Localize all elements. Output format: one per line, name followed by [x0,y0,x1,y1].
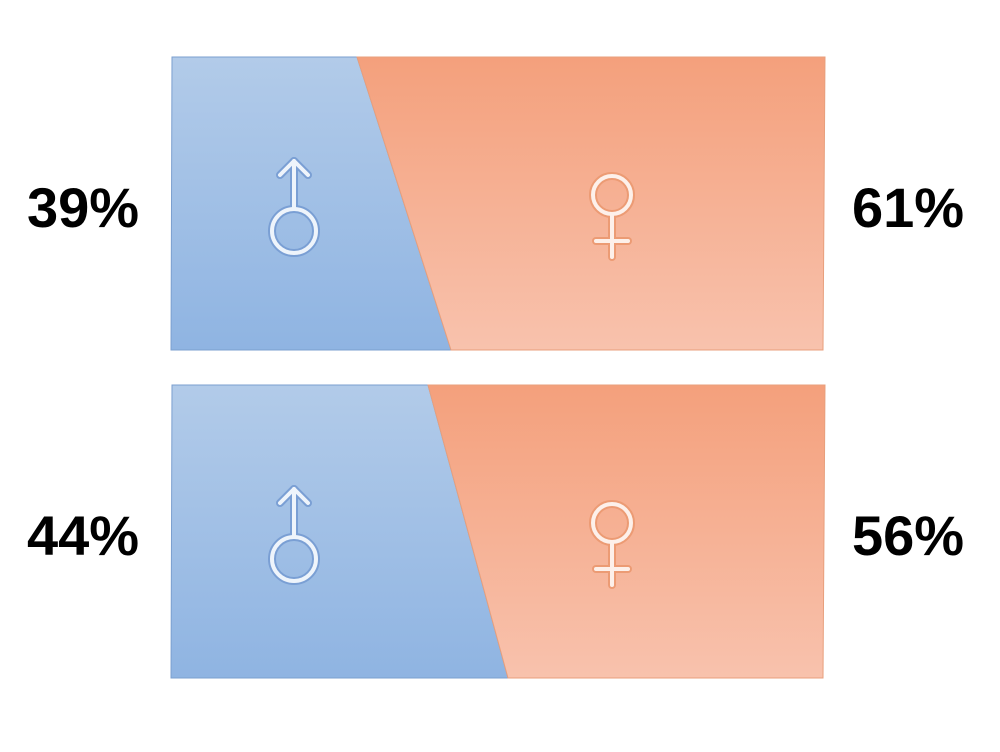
female-percent-label: 56% [852,504,964,567]
male-symbol-icon [268,157,320,257]
panels: 39% 61% 44% 56% [27,56,964,679]
panel-1: 39% 61% [27,56,964,351]
female-percent-label: 61% [852,176,964,239]
female-symbol-icon [589,172,635,261]
male-symbol-icon [268,485,320,585]
female-symbol-icon [589,500,635,589]
panel-2: 44% 56% [27,384,964,679]
male-percent-label: 39% [27,176,139,239]
male-percent-label: 44% [27,504,139,567]
